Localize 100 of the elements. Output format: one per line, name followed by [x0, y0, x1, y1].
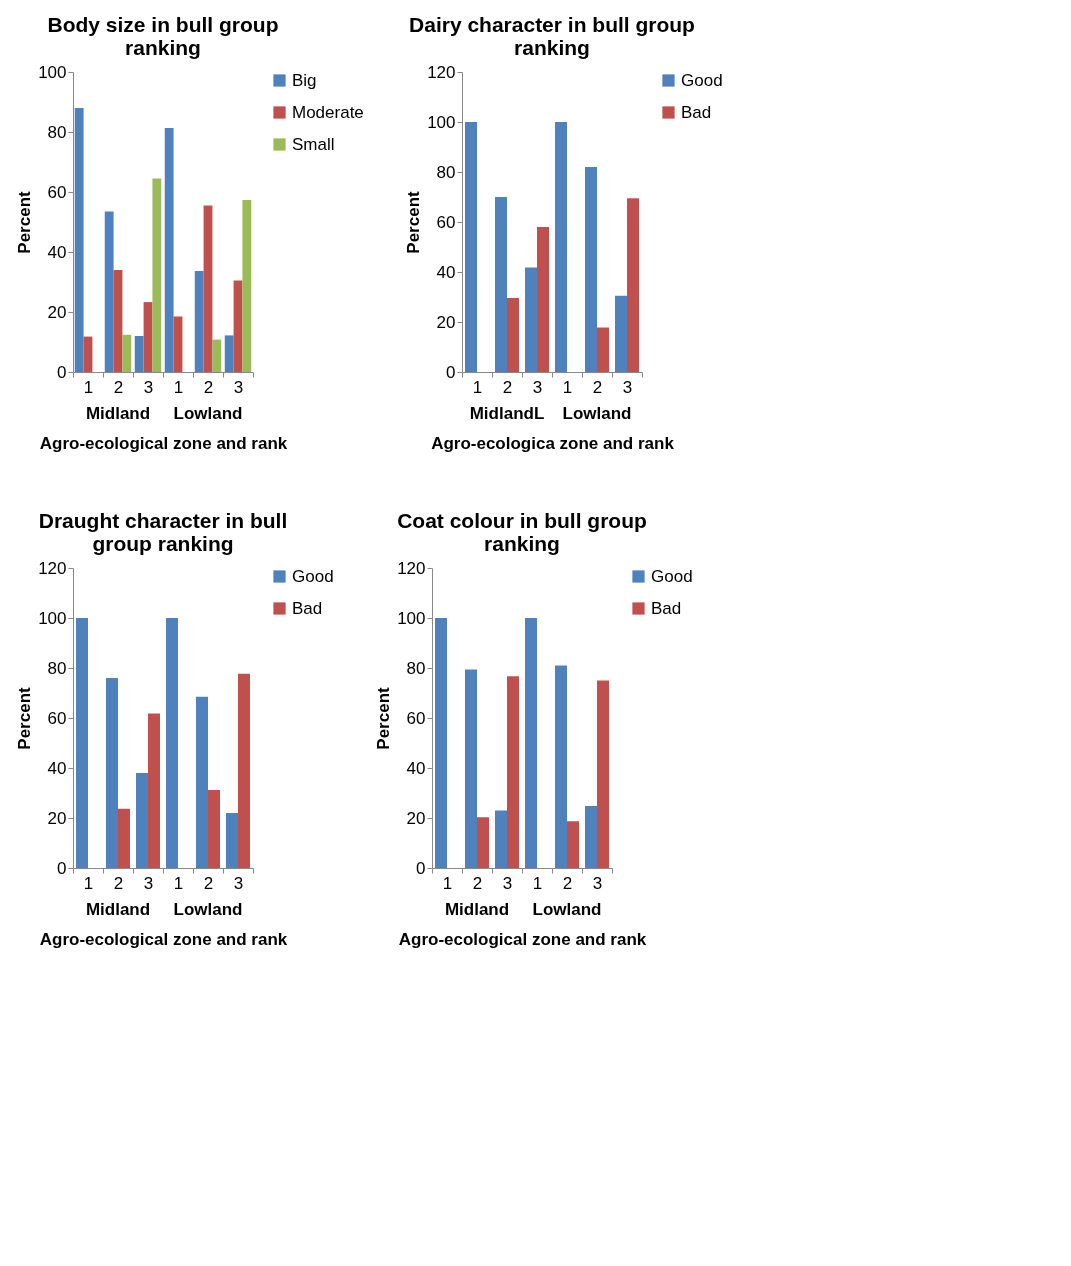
x-axis-title: Agro-ecologica zone and rank: [431, 433, 675, 453]
bar: [525, 618, 537, 868]
bar: [136, 773, 148, 868]
y-axis-title: Percent: [374, 686, 394, 750]
bar: [233, 280, 243, 372]
legend-label: Good: [292, 566, 334, 586]
bar: [537, 227, 549, 372]
legend-label: Bad: [651, 598, 682, 618]
bar: [597, 680, 609, 868]
x-tick-label: 2: [502, 377, 513, 397]
text: Midland: [85, 404, 151, 423]
bar: [465, 122, 477, 372]
bar: [224, 335, 234, 372]
bar: [203, 205, 213, 372]
y-tick-label: 100: [38, 62, 67, 82]
y-tick-label: 20: [47, 302, 67, 322]
bar: [465, 669, 477, 868]
y-tick-label: 60: [47, 708, 67, 728]
bar: [585, 167, 597, 372]
text: Midland: [444, 900, 510, 919]
y-tick-label: 40: [47, 242, 67, 262]
chart-title: Coat colour in bull group ranking: [397, 509, 647, 555]
bar: [83, 336, 93, 372]
bar: [208, 790, 220, 868]
text: Midland: [85, 900, 151, 919]
x-tick-label: 2: [562, 873, 573, 893]
x-tick-label: 2: [113, 377, 124, 397]
text: Lowland: [173, 900, 243, 919]
y-tick-label: 100: [397, 608, 426, 628]
bar: [74, 108, 84, 372]
x-tick-label: 3: [622, 377, 633, 397]
y-tick-label: 20: [436, 312, 456, 332]
bar: [585, 806, 597, 868]
text: Lowland: [173, 404, 243, 423]
x-tick-label: 2: [203, 873, 214, 893]
bar: [567, 821, 579, 868]
bar: [226, 813, 238, 868]
bar: [597, 327, 609, 372]
y-tick-label: 20: [406, 808, 426, 828]
y-tick-label: 40: [47, 758, 67, 778]
bar: [152, 178, 162, 372]
x-tick-label: 1: [173, 873, 184, 893]
y-tick-label: 100: [38, 608, 67, 628]
bar: [164, 128, 174, 372]
bar: [113, 270, 123, 372]
legend-label: Big: [292, 70, 317, 90]
chart-title: Body size in bull group ranking: [47, 13, 279, 59]
legend-label: Bad: [681, 102, 712, 122]
bar: [134, 336, 144, 372]
x-tick-label: 2: [113, 873, 124, 893]
bar: [555, 122, 567, 372]
y-tick-label: 0: [57, 362, 67, 382]
x-axis-title: Agro-ecological zone and rank: [398, 929, 647, 949]
x-tick-label: 2: [472, 873, 483, 893]
bar: [106, 678, 118, 868]
bar: [242, 200, 252, 372]
legend-label: Bad: [292, 598, 323, 618]
y-axis-title: Percent: [15, 190, 35, 254]
text: Lowland: [562, 404, 632, 423]
y-axis-title: Percent: [404, 190, 424, 254]
legend-label: Good: [681, 70, 723, 90]
bar: [507, 298, 519, 372]
legend-label: Good: [651, 566, 693, 586]
y-tick-label: 60: [406, 708, 426, 728]
bar: [495, 810, 507, 868]
bar: [143, 302, 153, 372]
bar: [166, 618, 178, 868]
x-tick-label: 2: [592, 377, 603, 397]
x-tick-label: 3: [143, 873, 154, 893]
bar: [435, 618, 447, 868]
x-tick-label: 1: [173, 377, 184, 397]
y-tick-label: 120: [397, 558, 426, 578]
bar: [495, 197, 507, 372]
x-tick-label: 3: [143, 377, 154, 397]
bar: [615, 295, 627, 372]
y-tick-label: 40: [436, 262, 456, 282]
x-tick-label: 1: [442, 873, 453, 893]
y-tick-label: 80: [47, 122, 67, 142]
y-tick-label: 20: [47, 808, 67, 828]
x-axis-title: Agro-ecological zone and rank: [39, 433, 288, 453]
y-tick-label: 100: [427, 112, 456, 132]
x-tick-label: 3: [233, 873, 244, 893]
bar: [627, 198, 639, 372]
bar: [212, 339, 222, 372]
text: MidlandL: [469, 404, 545, 423]
bar: [118, 808, 130, 868]
chart-title: Dairy character in bull group ranking: [409, 13, 695, 59]
bar: [555, 665, 567, 868]
x-tick-label: 3: [592, 873, 603, 893]
text: Lowland: [532, 900, 602, 919]
y-tick-label: 60: [436, 212, 456, 232]
bar: [507, 676, 519, 868]
bar: [76, 618, 88, 868]
x-tick-label: 1: [472, 377, 483, 397]
bar: [477, 817, 489, 868]
x-tick-label: 3: [233, 377, 244, 397]
x-tick-label: 3: [502, 873, 513, 893]
y-tick-label: 0: [416, 858, 426, 878]
x-axis-title: Agro-ecological zone and rank: [39, 929, 288, 949]
legend-label: Moderate: [292, 102, 364, 122]
